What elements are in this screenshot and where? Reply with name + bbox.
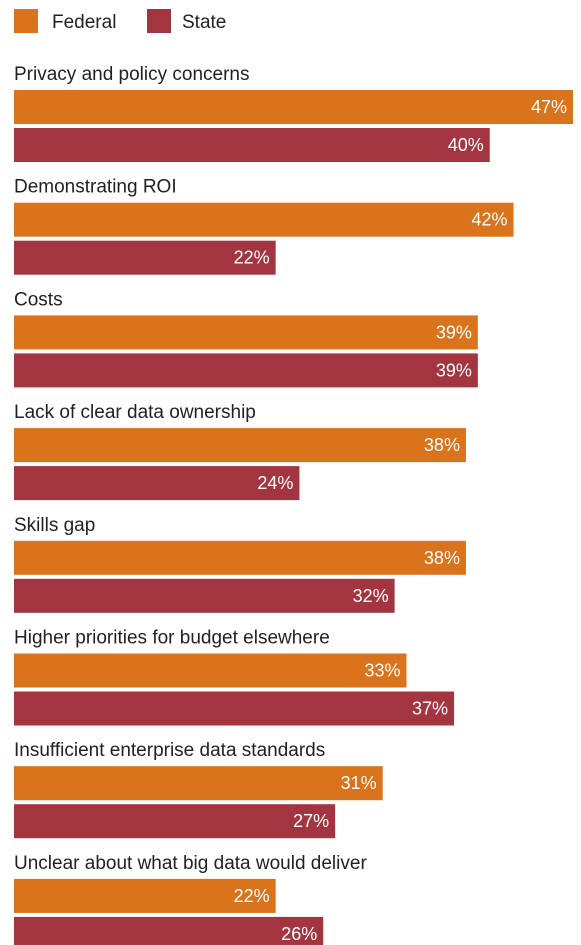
federal-value-label: 33%: [364, 661, 400, 681]
state-bar: [14, 128, 490, 162]
federal-bar: [14, 90, 573, 124]
state-bar: [14, 353, 478, 388]
state-value-label: 27%: [293, 811, 329, 831]
category-label: Insufficient enterprise data standards: [14, 740, 325, 761]
legend-label-state: State: [182, 12, 226, 33]
federal-value-label: 42%: [472, 210, 508, 230]
category-label: Costs: [14, 289, 63, 310]
federal-bar: [14, 315, 478, 350]
federal-value-label: 22%: [234, 886, 270, 906]
state-value-label: 32%: [353, 586, 389, 606]
legend-label-federal: Federal: [52, 12, 116, 33]
federal-bar: [14, 766, 383, 801]
federal-bar: [14, 428, 466, 463]
federal-bar: [14, 653, 407, 688]
legend-swatch-state: [147, 9, 171, 33]
state-bar: [14, 466, 300, 501]
state-bar: [14, 804, 336, 839]
federal-value-label: 47%: [531, 97, 567, 117]
federal-bar: [14, 540, 466, 575]
state-bar: [14, 691, 455, 726]
state-value-label: 40%: [448, 135, 484, 155]
federal-value-label: 38%: [424, 435, 460, 455]
state-value-label: 26%: [281, 924, 317, 944]
state-value-label: 37%: [412, 699, 448, 719]
plot-area: Privacy and policy concerns 47% 40% Demonst…: [14, 64, 573, 945]
federal-bar: [14, 202, 514, 237]
state-value-label: 22%: [234, 248, 270, 268]
state-value-label: 24%: [257, 473, 293, 493]
category-label: Higher priorities for budget elsewhere: [14, 628, 330, 649]
state-bar: [14, 578, 395, 613]
federal-value-label: 31%: [341, 773, 377, 793]
state-value-label: 39%: [436, 360, 472, 380]
federal-bar: [14, 878, 276, 913]
category-label: Skills gap: [14, 515, 95, 536]
federal-value-label: 38%: [424, 548, 460, 568]
legend-swatch-federal: [14, 9, 38, 33]
category-label: Lack of clear data ownership: [14, 402, 256, 423]
category-label: Privacy and policy concerns: [14, 64, 250, 85]
federal-value-label: 39%: [436, 322, 472, 342]
state-bar: [14, 916, 324, 945]
state-bar: [14, 240, 276, 275]
category-label: Unclear about what big data would delive…: [14, 853, 367, 874]
category-label: Demonstrating ROI: [14, 177, 177, 198]
legend: Federal State: [14, 9, 226, 33]
